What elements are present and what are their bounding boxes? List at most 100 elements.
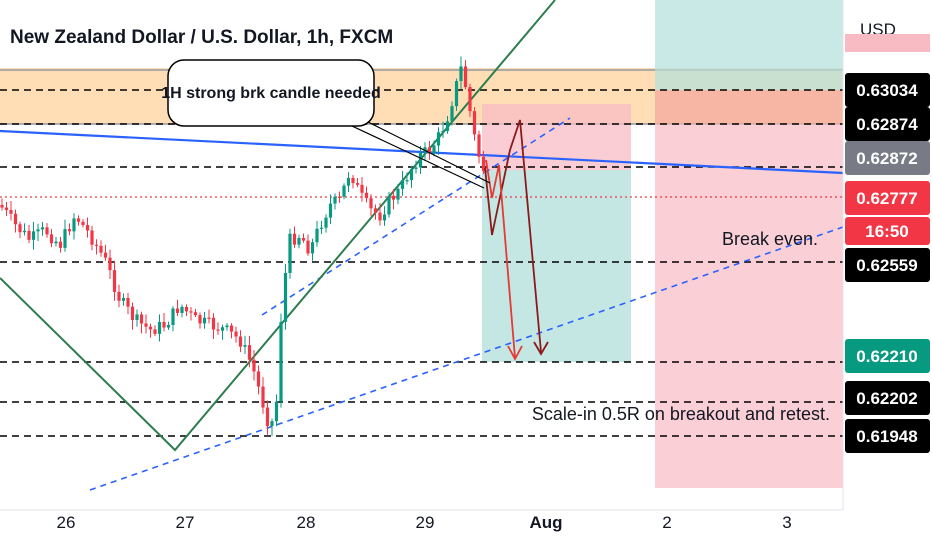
candle-body: [387, 195, 391, 215]
candle-body: [193, 312, 198, 316]
candle-body: [274, 401, 279, 422]
candle-body: [342, 185, 346, 197]
candle-body: [171, 308, 175, 325]
candle-body: [319, 227, 324, 229]
candle-body: [220, 327, 225, 331]
candle-body: [31, 231, 36, 240]
upper-dashed-trendline: [261, 117, 571, 316]
price-axis: USD 0.630340.628740.628720.6277716:500.6…: [842, 0, 932, 510]
candle-body: [153, 329, 157, 334]
candle-body: [252, 359, 256, 372]
candle-body: [459, 66, 463, 82]
candle-body: [306, 240, 310, 254]
price-tag-label: 0.62874: [856, 115, 918, 134]
candle-body: [261, 386, 265, 408]
candle-body: [9, 210, 13, 214]
callout-text: 1H strong brk candle needed: [161, 85, 381, 102]
break-even-label: Break even.: [722, 229, 818, 249]
candle-body: [81, 221, 85, 225]
candle-body: [400, 180, 405, 189]
candle-body: [202, 317, 207, 324]
price-tag-label: 0.63034: [856, 81, 918, 100]
candle-body: [184, 306, 189, 312]
candle-body: [225, 325, 229, 328]
candle-body: [94, 244, 99, 246]
candle-body: [256, 371, 261, 387]
price-tag-bg: [845, 339, 930, 373]
candle-body: [198, 315, 202, 324]
candle-body: [301, 237, 306, 241]
candle-body: [292, 233, 297, 245]
candle-body: [324, 217, 328, 228]
chart-title: New Zealand Dollar / U.S. Dollar, 1h, FX…: [10, 27, 393, 48]
candle-body: [463, 66, 468, 88]
candle-body: [13, 213, 18, 225]
candle-body: [279, 321, 283, 402]
candle-body: [49, 234, 54, 244]
candle-body: [144, 323, 148, 327]
candle-body: [27, 230, 31, 240]
candle-body: [135, 314, 139, 320]
candle-body: [63, 229, 67, 248]
candle-body: [180, 306, 184, 313]
candle-body: [211, 317, 216, 330]
short-target-zone: [482, 170, 631, 362]
candle-body: [409, 168, 414, 181]
candle-body: [40, 227, 45, 230]
hidden-tag: [845, 34, 930, 52]
candle-body: [90, 230, 94, 245]
time-tick-label: Aug: [529, 513, 562, 532]
price-tag-label: 0.62559: [856, 256, 917, 275]
candle-body: [247, 345, 252, 360]
candle-body: [454, 81, 459, 107]
candle-body: [414, 167, 418, 169]
candle-body: [351, 177, 355, 184]
candle-body: [360, 184, 364, 193]
candlestick-series: [0, 56, 486, 436]
upper-target-zone: [655, 0, 843, 90]
candle-body: [157, 321, 162, 334]
candle-body: [378, 212, 382, 221]
candle-body: [76, 218, 81, 222]
candle-body: [364, 192, 369, 199]
price-tag-bg: [845, 141, 930, 175]
candle-body: [297, 237, 301, 245]
time-tick-group: 26 27 28 29 Aug 2 3: [57, 513, 792, 532]
candle-body: [432, 145, 436, 154]
candle-body: [22, 230, 27, 233]
candle-body: [445, 121, 450, 132]
candle-body: [4, 207, 9, 211]
candle-body: [175, 308, 180, 313]
price-tag-bg: [845, 419, 930, 453]
candle-body: [162, 321, 166, 328]
candle-body: [126, 298, 130, 307]
candle-body: [54, 241, 58, 244]
price-tag-bg: [845, 381, 930, 415]
projection-path-dark: [484, 119, 542, 353]
time-axis: 26 27 28 29 Aug 2 3: [0, 509, 843, 532]
candle-body: [58, 241, 63, 248]
lower-dashed-trendline: [89, 226, 844, 491]
candle-body: [441, 131, 445, 133]
candle-body: [148, 326, 153, 330]
candle-body: [382, 214, 387, 221]
candle-body: [427, 147, 432, 154]
candle-body: [216, 329, 220, 331]
price-tag-label: 0.62202: [856, 389, 917, 408]
price-tag-bg: [845, 73, 930, 107]
candle-body: [333, 196, 337, 204]
candle-body: [207, 317, 211, 319]
lower-risk-zone: [655, 124, 843, 488]
price-tag-bg: [845, 248, 930, 282]
candle-body: [355, 183, 360, 185]
upper-risk-zone: [655, 90, 843, 124]
candle-body: [396, 188, 400, 200]
candle-body: [36, 229, 40, 232]
candle-body: [117, 291, 121, 301]
price-tag-label: 0.61948: [856, 427, 917, 446]
candle-body: [85, 224, 90, 231]
candle-body: [139, 314, 144, 324]
candle-body: [108, 257, 112, 271]
candle-body: [270, 421, 274, 427]
